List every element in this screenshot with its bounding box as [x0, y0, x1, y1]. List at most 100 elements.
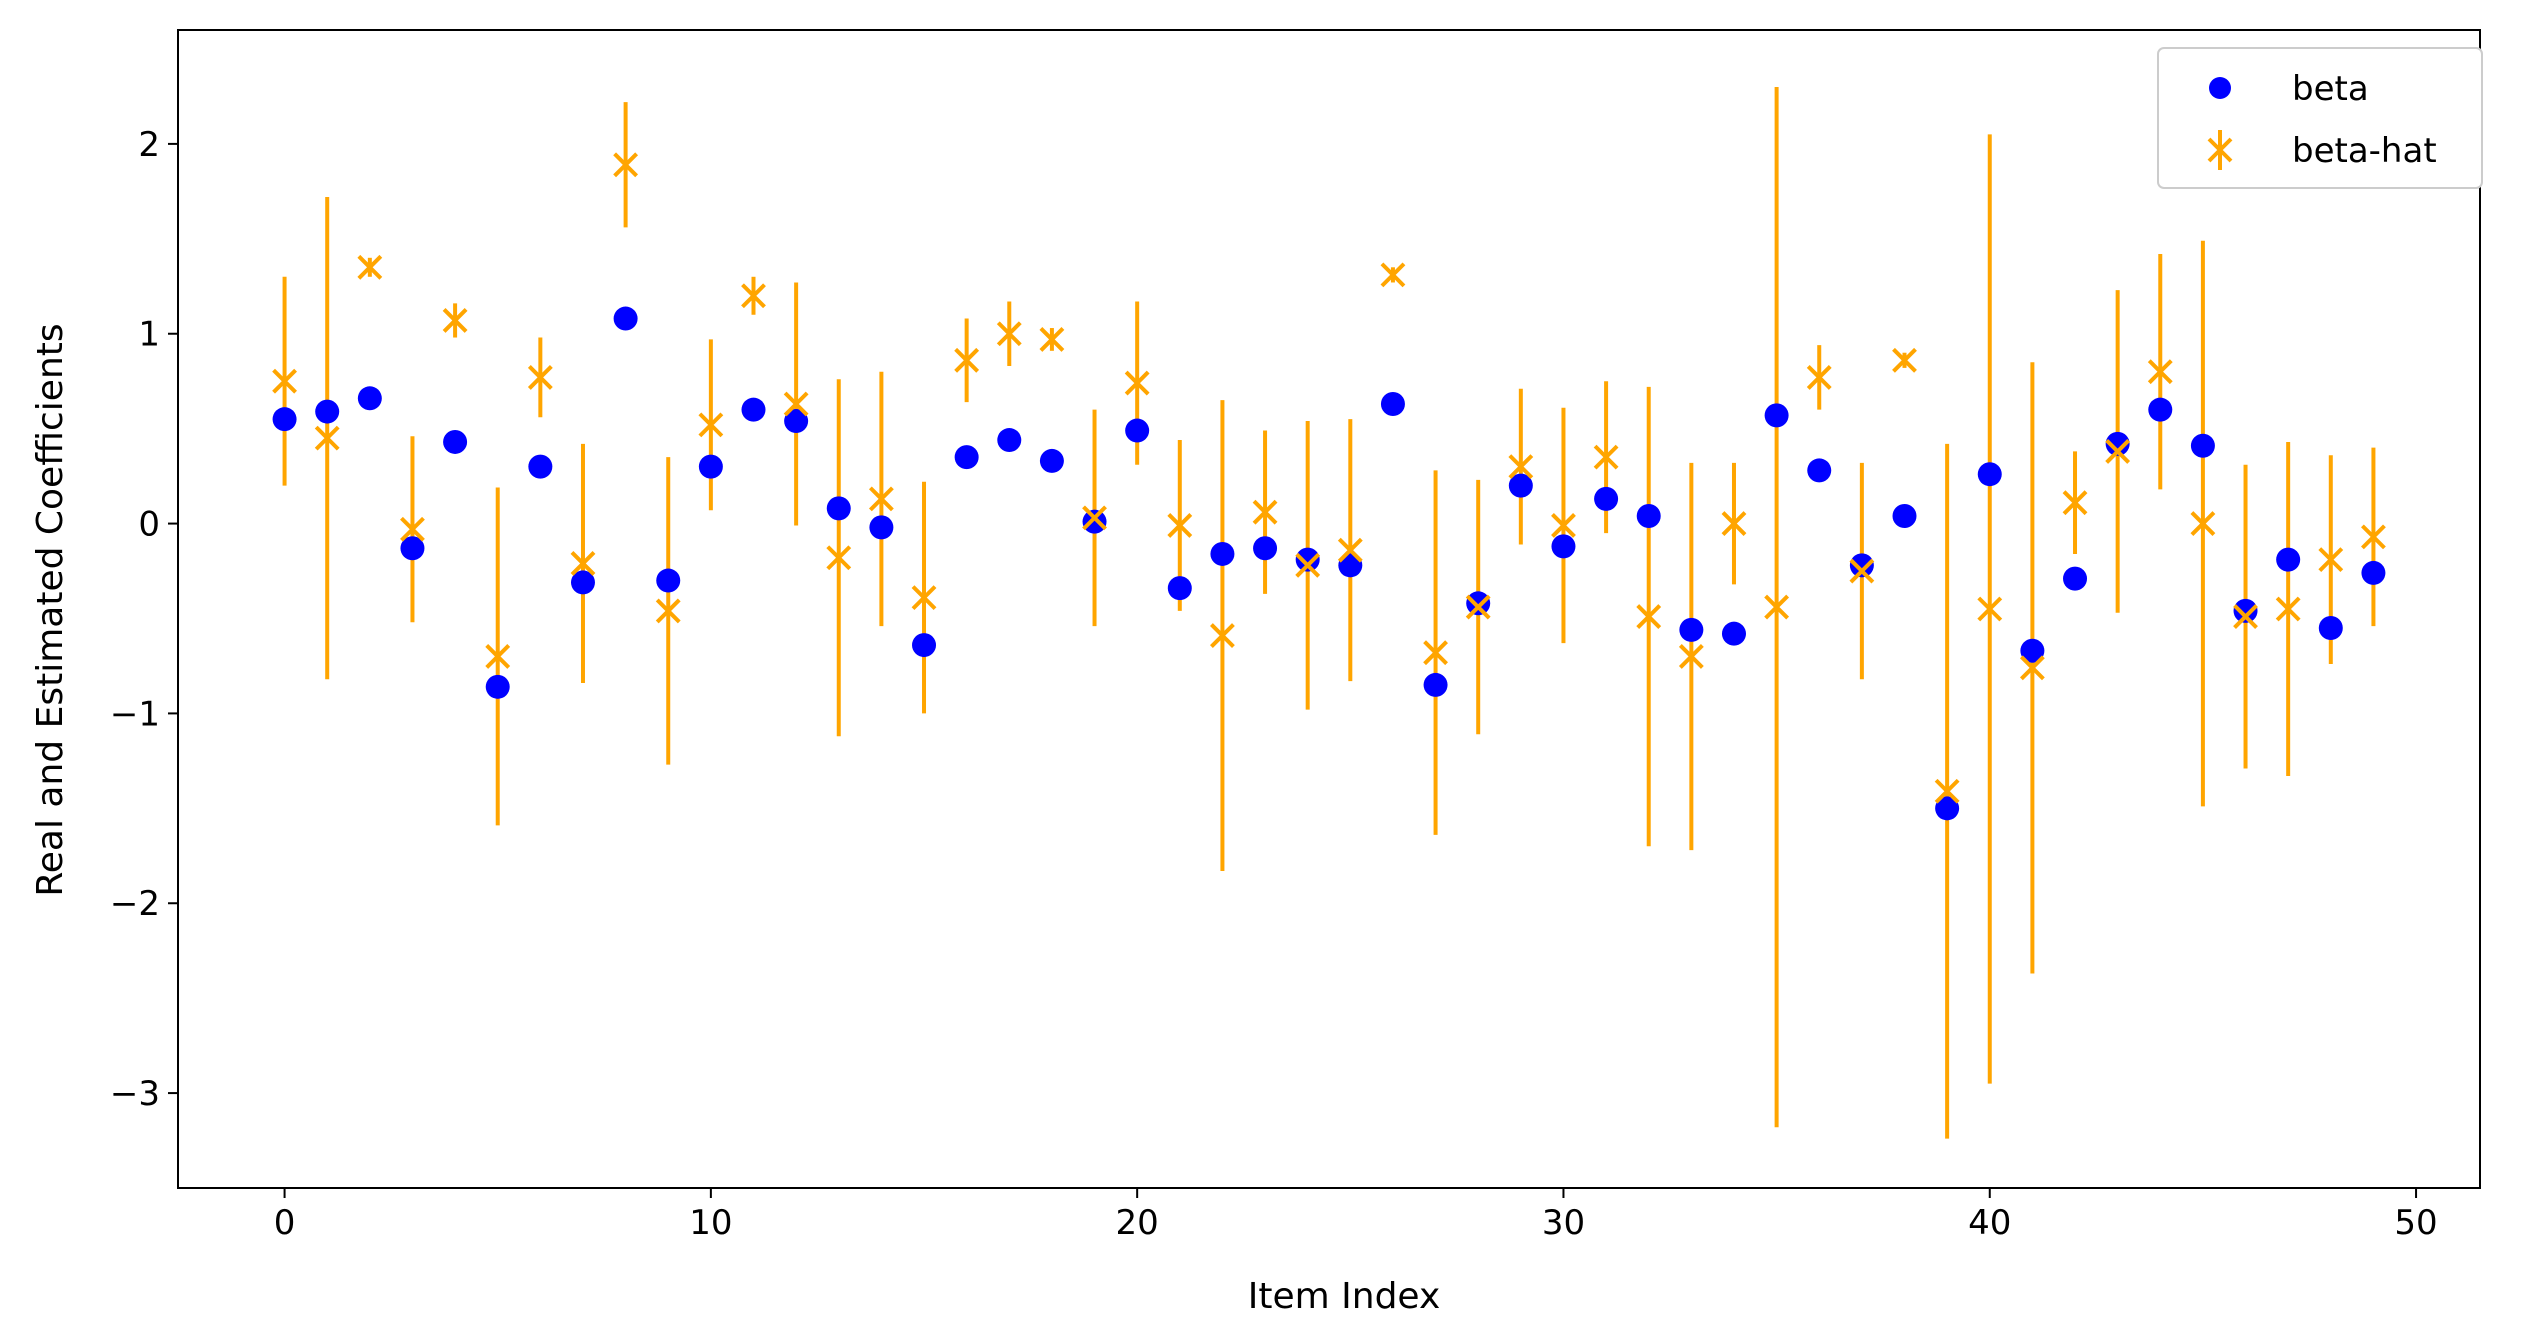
beta-hat-point: [1636, 604, 1662, 630]
beta-point: [2063, 566, 2088, 591]
beta-hat-point: [1508, 454, 1534, 480]
legend: beta beta-hat: [2157, 47, 2483, 189]
beta-point: [357, 386, 382, 411]
y-tick-label: 2: [138, 125, 160, 165]
beta-hat-point: [826, 545, 852, 571]
beta-point: [528, 454, 553, 479]
beta-hat-point: [996, 321, 1022, 347]
beta-point: [1423, 672, 1448, 697]
beta-hat-point: [1210, 623, 1235, 648]
x-axis-label: Item Index: [1248, 1276, 1441, 1317]
beta-point: [1125, 418, 1150, 443]
beta-point: [1380, 391, 1405, 416]
legend-beta-label: beta: [2292, 69, 2369, 109]
beta-point: [2020, 638, 2045, 663]
beta-point: [485, 674, 510, 699]
beta-markers: [272, 306, 2386, 821]
beta-hat-point: [2275, 596, 2301, 622]
x-tick-label: 50: [2394, 1203, 2437, 1243]
beta-hat-point: [868, 486, 894, 512]
beta-hat-point: [911, 585, 937, 611]
beta-hat-point: [272, 368, 297, 394]
beta-point: [272, 407, 297, 432]
beta-hat-point: [1849, 558, 1875, 584]
beta-hat-point: [2190, 511, 2216, 536]
beta-hat-point: [1806, 364, 1832, 390]
beta-point: [1679, 617, 1704, 642]
beta-point: [954, 445, 979, 470]
beta-point: [1892, 503, 1917, 528]
x-tick-label: 40: [1968, 1203, 2011, 1243]
beta-point: [784, 409, 809, 434]
beta-hat-point: [1465, 594, 1491, 620]
x-tick-label: 10: [689, 1203, 732, 1243]
beta-hat-point: [1124, 370, 1150, 396]
beta-point: [1594, 486, 1619, 511]
beta-hat-point: [1764, 594, 1790, 620]
beta-point: [912, 633, 937, 658]
beta-hat-point: [741, 283, 766, 309]
beta-point: [1295, 547, 1320, 572]
beta-hat-point: [2233, 604, 2258, 630]
beta-point: [997, 428, 1022, 453]
beta-point: [1807, 458, 1832, 483]
beta-hat-point: [1423, 640, 1448, 666]
legend-beta-hat-label: beta-hat: [2292, 131, 2437, 171]
beta-point: [1167, 576, 1192, 601]
beta-point: [1466, 591, 1491, 616]
beta-point: [315, 399, 340, 424]
legend-beta-hat-marker: [2207, 137, 2233, 163]
x-tick-label: 20: [1116, 1203, 1159, 1243]
beta-point: [698, 454, 723, 479]
beta-point: [1082, 509, 1107, 534]
beta-hat-point: [655, 598, 681, 624]
beta-point: [1253, 536, 1278, 561]
beta-hat-point: [1678, 644, 1704, 669]
beta-point: [1508, 473, 1533, 498]
beta-hat-point: [698, 412, 724, 438]
beta-point: [869, 515, 894, 540]
legend-frame: [2157, 47, 2483, 189]
beta-hat-point: [357, 254, 383, 280]
beta-hat-point: [1551, 513, 1576, 538]
beta-point: [1636, 503, 1661, 528]
beta-hat-point: [1337, 537, 1363, 563]
beta-hat-point: [1380, 262, 1406, 288]
y-tick-label: −1: [110, 694, 160, 734]
beta-hat-point: [2019, 655, 2045, 681]
y-tick-label: −2: [110, 884, 160, 924]
beta-hat-point: [485, 644, 511, 669]
beta-point: [741, 397, 766, 422]
legend-beta-marker: [2209, 77, 2231, 99]
beta-point: [2148, 397, 2173, 422]
beta-hat-point: [527, 364, 553, 390]
beta-hat-point: [570, 551, 596, 576]
beta-point: [2190, 433, 2215, 458]
beta-point: [2361, 560, 2386, 585]
beta-hat-point: [954, 347, 980, 373]
beta-point: [1210, 541, 1235, 566]
plot-frame: [177, 29, 2481, 1189]
beta-hat-point: [1593, 444, 1619, 470]
beta-point: [826, 496, 851, 521]
beta-point: [2233, 598, 2258, 623]
beta-hat-point: [1721, 511, 1747, 536]
beta-hat-point: [314, 425, 340, 451]
beta-point: [613, 306, 638, 331]
beta-point: [1935, 796, 1960, 821]
beta-hat-point: [1167, 513, 1193, 538]
beta-hat-point: [613, 152, 639, 178]
beta-point: [2318, 615, 2343, 640]
beta-hat-point: [2318, 547, 2344, 573]
beta-point: [400, 536, 425, 561]
y-tick-label: 1: [138, 315, 160, 355]
beta-point: [656, 568, 681, 593]
x-tick-label: 0: [274, 1203, 296, 1243]
beta-hat-point: [2062, 490, 2088, 516]
axes: 0 10 20 30 40 50 −3 −2 −1 0 1 2: [110, 29, 2481, 1243]
beta-point: [1977, 462, 2002, 487]
beta-hat-point: [1892, 347, 1917, 373]
x-tick-label: 30: [1542, 1203, 1585, 1243]
